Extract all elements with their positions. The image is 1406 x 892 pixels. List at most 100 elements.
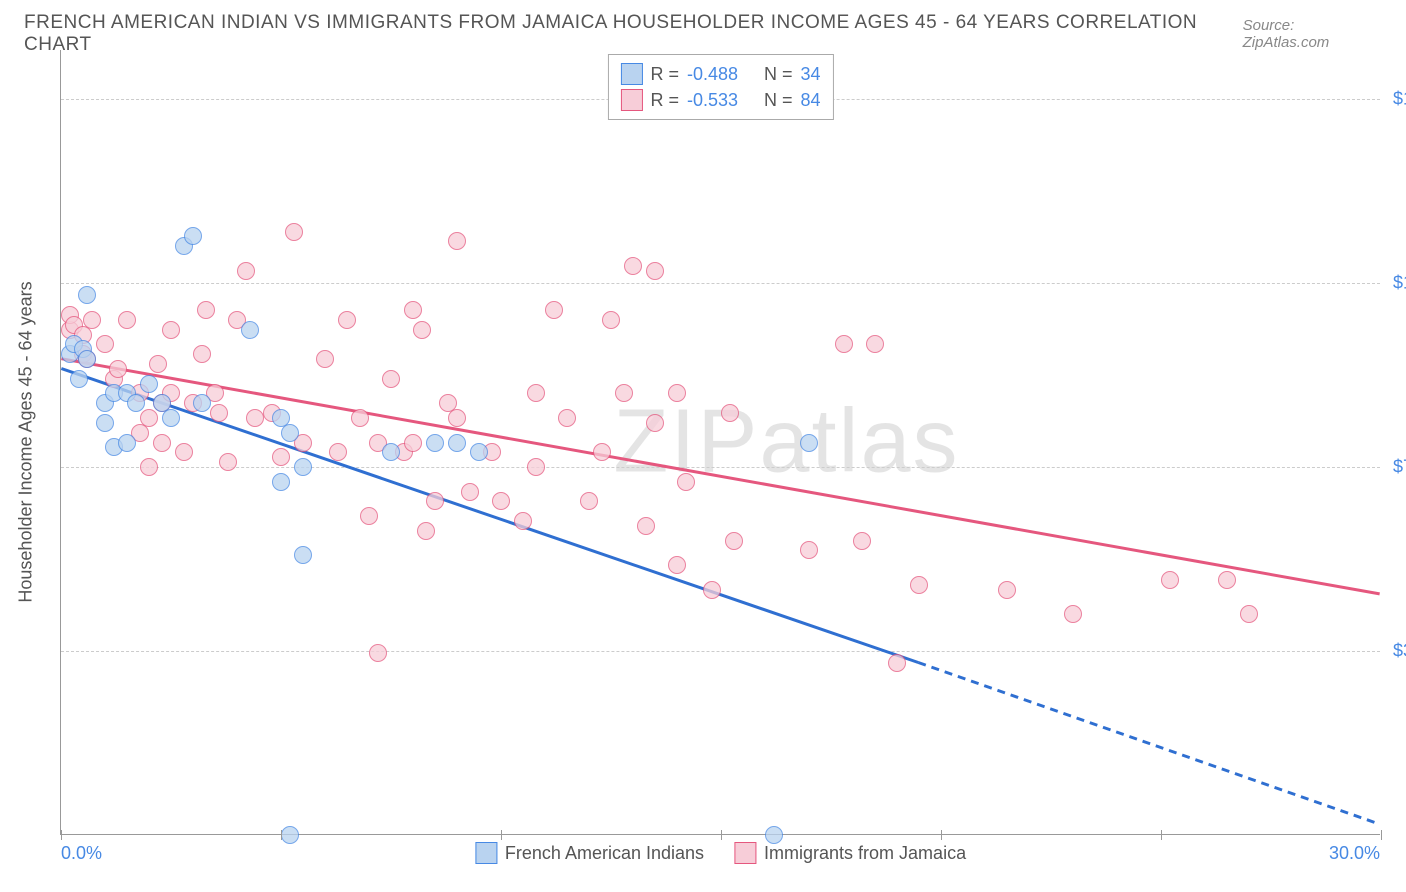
scatter-point	[470, 443, 488, 461]
scatter-point	[835, 335, 853, 353]
scatter-point	[426, 492, 444, 510]
scatter-point	[545, 301, 563, 319]
scatter-point	[668, 384, 686, 402]
scatter-point	[615, 384, 633, 402]
scatter-point	[83, 311, 101, 329]
scatter-point	[210, 404, 228, 422]
scatter-point	[162, 321, 180, 339]
x-tick	[281, 830, 282, 840]
scatter-point	[527, 384, 545, 402]
scatter-point	[329, 443, 347, 461]
scatter-point	[800, 541, 818, 559]
scatter-point	[281, 424, 299, 442]
scatter-point	[853, 532, 871, 550]
scatter-point	[527, 458, 545, 476]
scatter-point	[241, 321, 259, 339]
scatter-point	[127, 394, 145, 412]
scatter-point	[593, 443, 611, 461]
x-axis-min-label: 0.0%	[61, 843, 102, 864]
r-label-0: R =	[650, 64, 679, 85]
gridline-h	[61, 467, 1380, 468]
scatter-point	[1240, 605, 1258, 623]
scatter-point	[351, 409, 369, 427]
scatter-point	[866, 335, 884, 353]
scatter-point	[237, 262, 255, 280]
x-tick	[1161, 830, 1162, 840]
watermark: ZIPatlas	[613, 391, 959, 494]
scatter-point	[413, 321, 431, 339]
legend-bottom: French American Indians Immigrants from …	[475, 842, 966, 864]
x-tick	[1381, 830, 1382, 840]
trend-lines	[61, 50, 1380, 834]
n-value-0: 34	[801, 64, 821, 85]
scatter-point	[96, 335, 114, 353]
scatter-point	[118, 434, 136, 452]
stats-swatch-0	[620, 63, 642, 85]
scatter-point	[70, 370, 88, 388]
scatter-point	[426, 434, 444, 452]
gridline-h	[61, 283, 1380, 284]
legend-label-1: Immigrants from Jamaica	[764, 843, 966, 864]
scatter-point	[677, 473, 695, 491]
gridline-h	[61, 651, 1380, 652]
source-name: ZipAtlas.com	[1243, 34, 1330, 51]
scatter-point	[184, 227, 202, 245]
scatter-point	[404, 434, 422, 452]
scatter-point	[369, 644, 387, 662]
legend-label-0: French American Indians	[505, 843, 704, 864]
scatter-point	[1161, 571, 1179, 589]
stats-swatch-1	[620, 89, 642, 111]
scatter-point	[461, 483, 479, 501]
scatter-point	[637, 517, 655, 535]
scatter-point	[78, 286, 96, 304]
scatter-point	[149, 355, 167, 373]
scatter-point	[602, 311, 620, 329]
r-value-1: -0.533	[687, 90, 738, 111]
y-axis-title: Householder Income Ages 45 - 64 years	[16, 281, 37, 602]
scatter-point	[558, 409, 576, 427]
y-tick-label: $150,000	[1385, 89, 1406, 110]
scatter-point	[360, 507, 378, 525]
scatter-point	[624, 257, 642, 275]
scatter-point	[646, 262, 664, 280]
stats-row-series-1: R = -0.533 N = 84	[620, 87, 820, 113]
scatter-point	[1064, 605, 1082, 623]
scatter-point	[668, 556, 686, 574]
scatter-point	[153, 434, 171, 452]
scatter-point	[448, 434, 466, 452]
stats-row-series-0: R = -0.488 N = 34	[620, 61, 820, 87]
scatter-point	[272, 448, 290, 466]
scatter-point	[316, 350, 334, 368]
scatter-point	[285, 223, 303, 241]
chart-plot-area: ZIPatlas Householder Income Ages 45 - 64…	[60, 50, 1380, 835]
legend-swatch-0	[475, 842, 497, 864]
scatter-point	[448, 232, 466, 250]
scatter-point	[96, 414, 114, 432]
r-value-0: -0.488	[687, 64, 738, 85]
scatter-point	[140, 458, 158, 476]
n-label-0: N =	[764, 64, 793, 85]
scatter-point	[580, 492, 598, 510]
scatter-point	[800, 434, 818, 452]
scatter-point	[294, 546, 312, 564]
scatter-point	[197, 301, 215, 319]
x-tick	[501, 830, 502, 840]
scatter-point	[721, 404, 739, 422]
scatter-point	[193, 394, 211, 412]
scatter-point	[219, 453, 237, 471]
scatter-point	[382, 370, 400, 388]
scatter-point	[910, 576, 928, 594]
scatter-point	[338, 311, 356, 329]
scatter-point	[1218, 571, 1236, 589]
scatter-point	[193, 345, 211, 363]
stats-legend-box: R = -0.488 N = 34 R = -0.533 N = 84	[607, 54, 833, 120]
scatter-point	[272, 473, 290, 491]
scatter-point	[492, 492, 510, 510]
x-tick	[721, 830, 722, 840]
scatter-point	[140, 409, 158, 427]
scatter-point	[646, 414, 664, 432]
watermark-light: atlas	[759, 392, 959, 492]
scatter-point	[109, 360, 127, 378]
y-tick-label: $75,000	[1385, 457, 1406, 478]
scatter-point	[888, 654, 906, 672]
